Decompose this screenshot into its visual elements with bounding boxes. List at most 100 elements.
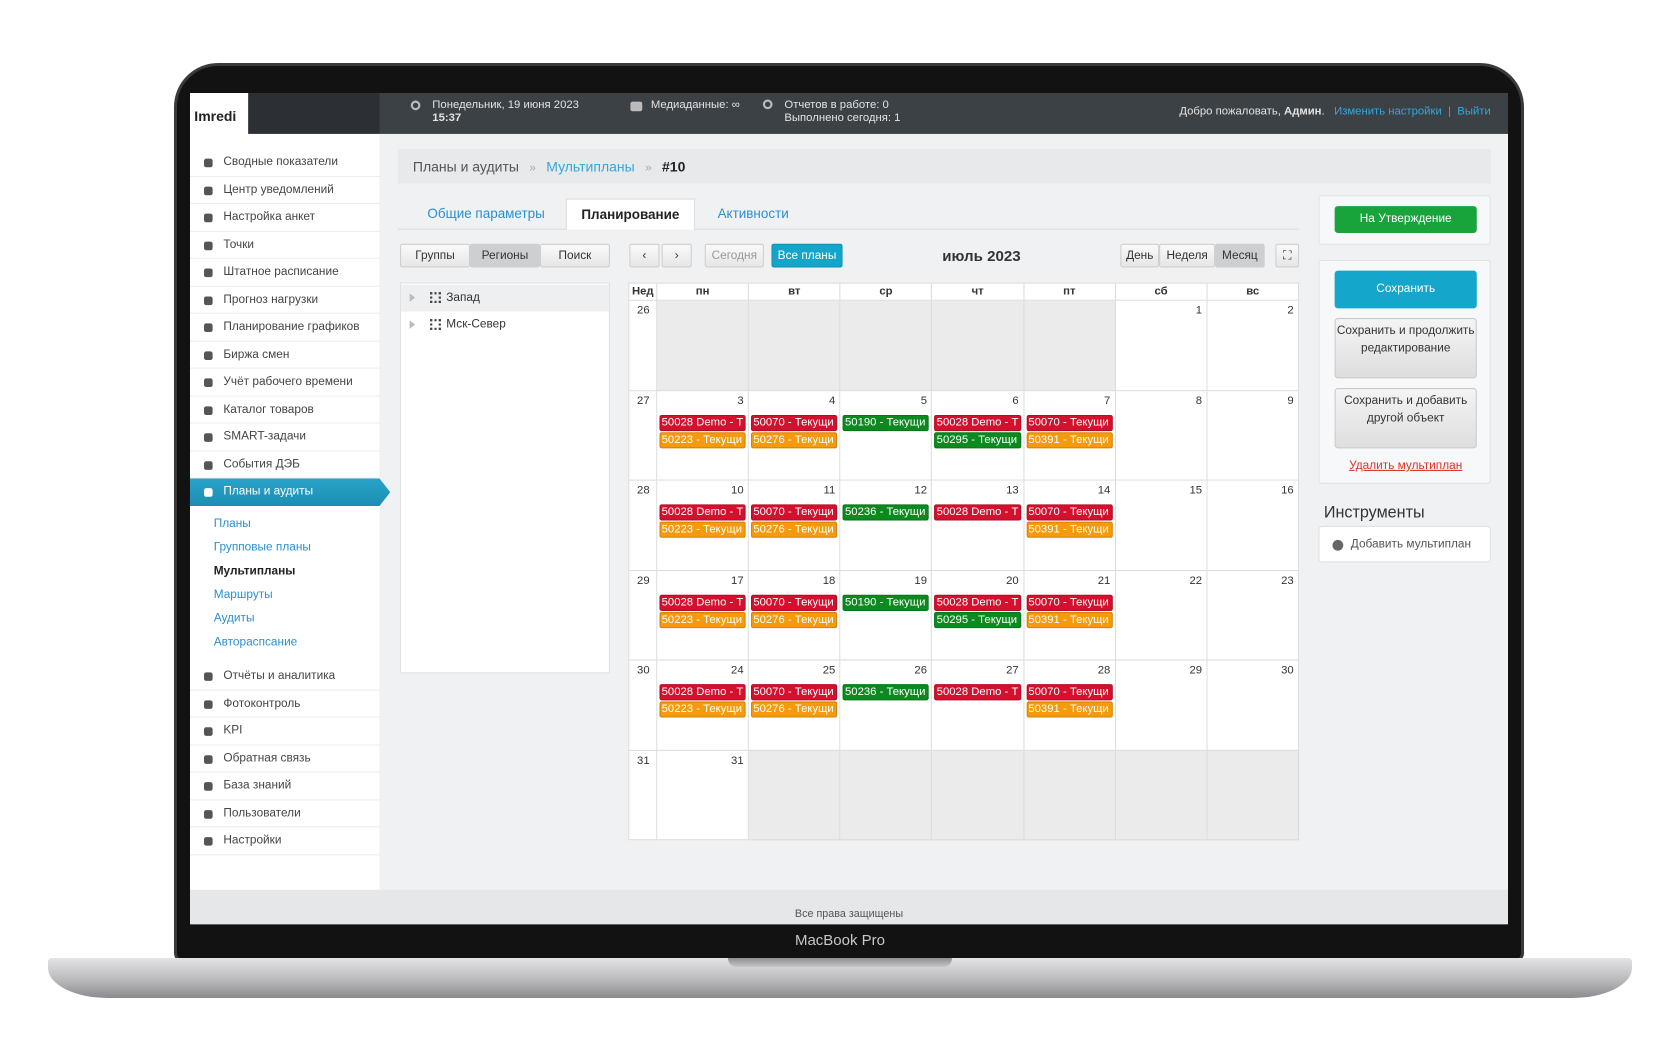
event[interactable]: 50028 Demo - Т — [934, 684, 1021, 701]
day-cell[interactable]: 21 50070 - Текущи 50391 - Текущи — [1024, 570, 1116, 661]
tree-toggle[interactable] — [409, 293, 416, 302]
menu-item[interactable]: Каталог товаров — [190, 396, 380, 424]
day-cell[interactable]: 11 50070 - Текущи 50276 - Текущи — [749, 480, 841, 571]
day-cell[interactable] — [749, 300, 841, 391]
day-cell[interactable]: 10 50028 Demo - Т 50223 - Текущи — [657, 480, 750, 571]
event[interactable]: 50391 - Текущи — [1026, 611, 1113, 628]
menu-item[interactable]: Учёт рабочего времени — [190, 369, 380, 397]
event[interactable]: 50070 - Текущи — [751, 594, 838, 611]
day-cell[interactable] — [840, 300, 933, 391]
day-cell[interactable]: 5 50190 - Текущи — [840, 390, 933, 481]
event[interactable]: 50070 - Текущи — [1026, 414, 1113, 431]
submenu-item[interactable]: Маршруты — [213, 587, 273, 601]
save-continue-button[interactable]: Сохранить и продолжить редактирование — [1334, 318, 1477, 379]
day-cell[interactable] — [932, 750, 1025, 841]
menu-item[interactable]: Сводные показатели — [190, 149, 380, 177]
logout-link[interactable]: Выйти — [1457, 104, 1491, 118]
day-cell[interactable]: 7 50070 - Текущи 50391 - Текущи — [1024, 390, 1116, 481]
settings-link[interactable]: Изменить настройки — [1334, 104, 1442, 118]
day-cell[interactable] — [932, 300, 1025, 391]
day-cell[interactable] — [1115, 750, 1208, 841]
filter-button[interactable]: Группы — [399, 243, 470, 268]
menu-item[interactable]: События ДЭБ — [190, 451, 380, 479]
menu-item[interactable]: Обратная связь — [190, 745, 380, 773]
save-button[interactable]: Сохранить — [1334, 270, 1477, 309]
day-cell[interactable]: 23 — [1207, 570, 1300, 661]
today-button[interactable]: Сегодня — [704, 243, 764, 268]
submenu-item[interactable]: Мультипланы — [213, 564, 296, 578]
day-cell[interactable]: 2 — [1207, 300, 1300, 391]
day-cell[interactable] — [1024, 300, 1116, 391]
menu-item[interactable]: Пользователи — [190, 800, 380, 828]
day-cell[interactable]: 13 50028 Demo - Т — [932, 480, 1025, 571]
event[interactable]: 50236 - Текущи — [842, 504, 930, 521]
event[interactable]: 50223 - Текущи — [659, 701, 746, 718]
menu-item[interactable]: Точки — [190, 231, 380, 259]
day-cell[interactable]: 31 — [657, 750, 750, 841]
day-cell[interactable]: 9 — [1207, 390, 1300, 481]
view-button[interactable]: Неделя — [1159, 243, 1216, 268]
day-cell[interactable]: 14 50070 - Текущи 50391 - Текущи — [1024, 480, 1116, 571]
filter-button[interactable]: Регионы — [469, 243, 540, 268]
tab[interactable]: Планирование — [565, 198, 696, 230]
event[interactable]: 50028 Demo - Т — [659, 504, 746, 521]
save-add-button[interactable]: Сохранить и добавить другой объект — [1334, 388, 1477, 449]
event[interactable]: 50295 - Текущи — [934, 431, 1021, 448]
day-cell[interactable]: 8 — [1115, 390, 1208, 481]
menu-item[interactable]: Планирование графиков — [190, 314, 380, 342]
event[interactable]: 50391 - Текущи — [1026, 431, 1113, 448]
menu-item[interactable]: Настройка анкет — [190, 204, 380, 232]
menu-item[interactable]: Штатное расписание — [190, 259, 380, 287]
event[interactable]: 50276 - Текущи — [751, 521, 838, 538]
prev-button[interactable]: ‹ — [629, 243, 660, 268]
submenu-item[interactable]: Аудиты — [213, 611, 255, 625]
event[interactable]: 50028 Demo - Т — [659, 414, 746, 431]
event[interactable]: 50276 - Текущи — [751, 611, 838, 628]
day-cell[interactable]: 15 — [1115, 480, 1208, 571]
day-cell[interactable]: 4 50070 - Текущи 50276 - Текущи — [749, 390, 841, 481]
day-cell[interactable]: 28 50070 - Текущи 50391 - Текущи — [1024, 660, 1116, 751]
menu-item[interactable]: Фотоконтроль — [190, 690, 380, 718]
event[interactable]: 50070 - Текущи — [1026, 504, 1113, 521]
day-cell[interactable] — [657, 300, 750, 391]
menu-item[interactable]: Биржа смен — [190, 341, 380, 369]
view-button[interactable]: Месяц — [1215, 243, 1265, 268]
day-cell[interactable]: 16 — [1207, 480, 1300, 571]
submenu-item[interactable]: Автораспсание — [213, 635, 298, 649]
event[interactable]: 50028 Demo - Т — [659, 594, 746, 611]
event[interactable]: 50190 - Текущи — [842, 414, 930, 431]
delete-link[interactable]: Удалить мультиплан — [1349, 459, 1463, 473]
day-cell[interactable] — [840, 750, 933, 841]
submenu-item[interactable]: Планы — [213, 516, 251, 530]
event[interactable]: 50236 - Текущи — [842, 684, 930, 701]
add-multiplan[interactable]: Добавить мультиплан — [1350, 537, 1472, 551]
event[interactable]: 50190 - Текущи — [842, 594, 930, 611]
tree-node[interactable]: Запад — [401, 284, 609, 312]
event[interactable]: 50295 - Текущи — [934, 611, 1021, 628]
day-cell[interactable] — [1024, 750, 1116, 841]
day-cell[interactable]: 12 50236 - Текущи — [840, 480, 933, 571]
menu-item[interactable]: Центр уведомлений — [190, 176, 380, 204]
day-cell[interactable]: 18 50070 - Текущи 50276 - Текущи — [749, 570, 841, 661]
day-cell[interactable]: 25 50070 - Текущи 50276 - Текущи — [749, 660, 841, 751]
tab[interactable]: Общие параметры — [427, 206, 545, 222]
event[interactable]: 50028 Demo - Т — [934, 594, 1021, 611]
all-plans-button[interactable]: Все планы — [771, 243, 843, 268]
next-button[interactable]: › — [661, 243, 692, 268]
event[interactable]: 50028 Demo - Т — [934, 414, 1021, 431]
day-cell[interactable]: 20 50028 Demo - Т 50295 - Текущи — [932, 570, 1025, 661]
day-cell[interactable]: 3 50028 Demo - Т 50223 - Текущи — [657, 390, 750, 481]
submenu-item[interactable]: Групповые планы — [213, 540, 311, 554]
event[interactable]: 50276 - Текущи — [751, 701, 838, 718]
day-cell[interactable]: 27 50028 Demo - Т — [932, 660, 1025, 751]
tab[interactable]: Активности — [717, 206, 789, 222]
view-button[interactable]: День — [1120, 243, 1160, 268]
menu-item[interactable]: Планы и аудиты — [190, 478, 391, 506]
day-cell[interactable]: 29 — [1115, 660, 1208, 751]
day-cell[interactable] — [749, 750, 841, 841]
breadcrumb-item[interactable]: Мультипланы — [546, 158, 635, 175]
event[interactable]: 50276 - Текущи — [751, 431, 838, 448]
event[interactable]: 50028 Demo - Т — [934, 504, 1021, 521]
logo[interactable]: Imredi — [190, 93, 249, 137]
menu-item[interactable]: База знаний — [190, 772, 380, 800]
